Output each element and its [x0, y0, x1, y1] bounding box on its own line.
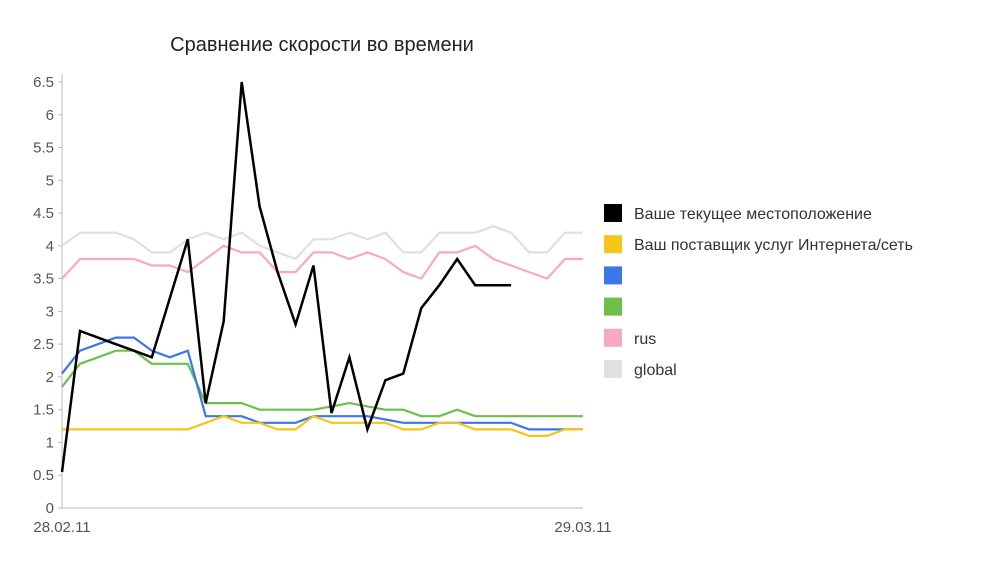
legend: Ваше текущее местоположение Ваш поставщик…	[604, 204, 913, 379]
series-line-0	[61, 225, 583, 261]
chart-title: Сравнение скорости во времени	[170, 34, 474, 56]
y-tick-label: 6.5	[33, 74, 54, 91]
legend-label: Ваше текущее местоположение	[634, 206, 872, 223]
y-tick-label: 2.5	[33, 336, 54, 353]
y-tick-label: 5	[46, 172, 54, 189]
legend-swatch	[604, 328, 622, 347]
x-tick-label: 28.02.11	[33, 519, 90, 536]
y-tick-label: 4.5	[33, 205, 54, 222]
legend-swatch	[604, 204, 622, 222]
series-line-5	[60, 81, 512, 473]
legend-swatch	[604, 266, 622, 285]
series-line-2	[61, 349, 583, 418]
series-line-4	[62, 414, 583, 437]
y-tick-label: 6	[46, 107, 54, 124]
legend-label: global	[634, 362, 677, 379]
legend-swatch	[604, 297, 622, 316]
legend-swatch	[604, 235, 622, 254]
y-tick-label: 4	[46, 238, 54, 255]
series-line-3	[61, 336, 583, 431]
y-tick-label: 0	[46, 500, 54, 517]
y-tick-label: 0.5	[33, 467, 54, 484]
legend-swatch	[604, 360, 622, 378]
x-axis: 28.02.11 29.03.11	[33, 507, 612, 536]
y-tick-label: 5.5	[33, 140, 54, 157]
legend-label: rus	[634, 331, 656, 348]
y-tick-label: 1	[46, 434, 54, 451]
legend-label: Ваш поставщик услуг Интернета/сеть	[634, 237, 913, 254]
y-tick-label: 1.5	[33, 402, 54, 419]
y-tick-label: 3.5	[33, 271, 54, 288]
x-tick-label: 29.03.11	[554, 519, 611, 536]
y-tick-label: 2	[46, 369, 54, 386]
y-tick-label: 3	[46, 303, 54, 320]
series-layer	[60, 81, 583, 473]
series-line-1	[61, 244, 583, 280]
y-axis: 0 0.5 1 1.5 2 2.5 3 3.5 4 4.5 5 5.5 6 6.5	[33, 74, 63, 517]
